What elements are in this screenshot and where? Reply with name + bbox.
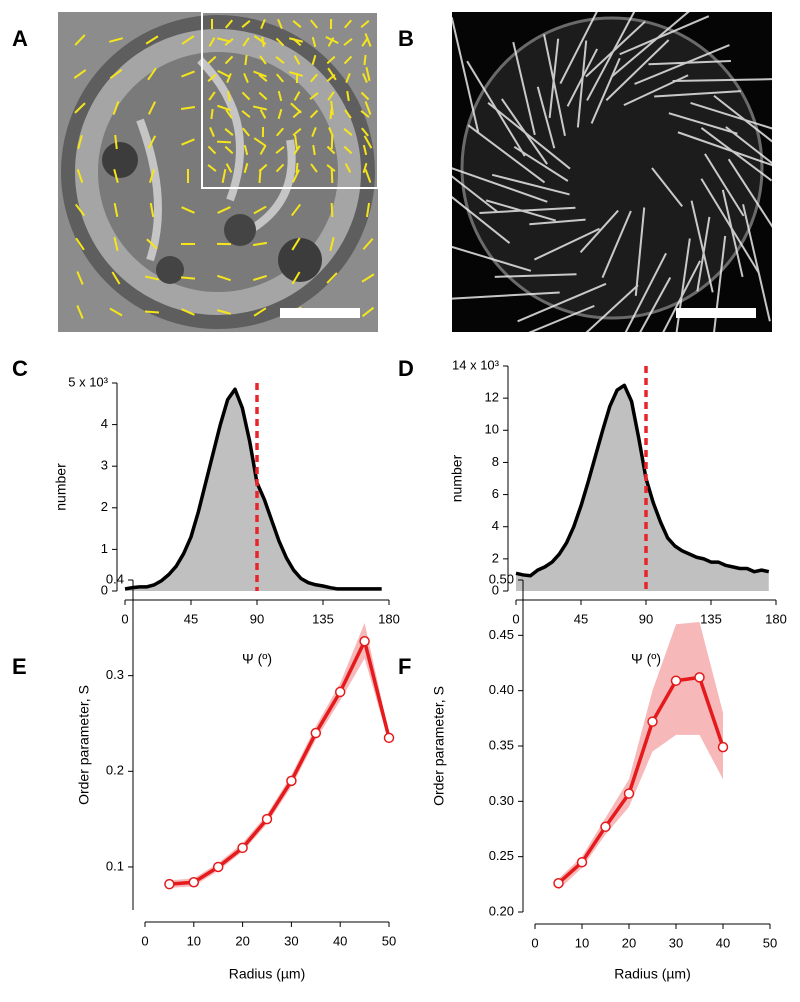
orientation-tick bbox=[181, 277, 195, 278]
data-point bbox=[287, 776, 296, 785]
data-point bbox=[165, 880, 174, 889]
x-tick-label: 0 bbox=[512, 611, 519, 626]
x-tick-label: 20 bbox=[622, 935, 636, 950]
data-point bbox=[578, 858, 587, 867]
x-tick-label: 40 bbox=[716, 935, 730, 950]
x-tick-label: 50 bbox=[763, 935, 777, 950]
data-point bbox=[672, 676, 681, 685]
orientation-tick bbox=[262, 37, 263, 47]
x-axis-label: Radius (µm) bbox=[614, 966, 691, 982]
panel-label: B bbox=[398, 26, 414, 51]
x-tick-label: 45 bbox=[574, 611, 588, 626]
histogram-area bbox=[125, 389, 382, 591]
data-point bbox=[385, 733, 394, 742]
orientation-tick bbox=[145, 311, 159, 312]
x-tick-label: 180 bbox=[765, 611, 787, 626]
data-point bbox=[336, 687, 345, 696]
orientation-tick bbox=[296, 163, 297, 173]
data-point bbox=[189, 878, 198, 887]
x-tick-label: 135 bbox=[700, 611, 722, 626]
x-tick-label: 10 bbox=[187, 933, 201, 948]
x-tick-label: 0 bbox=[531, 935, 538, 950]
y-tick-label: 4 bbox=[101, 416, 108, 431]
orientation-tick bbox=[245, 55, 246, 65]
orientation-tick bbox=[228, 91, 229, 101]
y-tick-label: 0.3 bbox=[106, 667, 124, 682]
panel-label: F bbox=[398, 654, 411, 679]
orientation-tick bbox=[332, 203, 333, 217]
panel-label: D bbox=[398, 356, 414, 381]
y-tick-label: 0.40 bbox=[489, 682, 514, 697]
orientation-tick bbox=[211, 109, 212, 119]
data-point bbox=[214, 862, 223, 871]
orientation-tick bbox=[217, 142, 231, 143]
x-tick-label: 45 bbox=[184, 611, 198, 626]
panel-label: A bbox=[12, 26, 28, 51]
y-tick-label: 0.45 bbox=[489, 627, 514, 642]
data-line bbox=[169, 641, 389, 884]
y-tick-label: 0.25 bbox=[489, 848, 514, 863]
x-tick-label: 90 bbox=[250, 611, 264, 626]
y-tick-label: 0.30 bbox=[489, 793, 514, 808]
data-point bbox=[554, 879, 563, 888]
y-tick-label: 4 bbox=[492, 518, 499, 533]
orientation-tick bbox=[330, 109, 331, 119]
data-point bbox=[311, 729, 320, 738]
orientation-tick bbox=[364, 55, 365, 65]
x-axis-label: Radius (µm) bbox=[229, 966, 306, 982]
y-axis-label: number bbox=[449, 454, 465, 502]
y-tick-label: 10 bbox=[485, 422, 499, 437]
x-tick-label: 30 bbox=[669, 935, 683, 950]
x-axis-label: Ψ (º) bbox=[242, 651, 272, 667]
y-tick-label: 0.1 bbox=[106, 858, 124, 873]
y-tick-label: 8 bbox=[492, 454, 499, 469]
y-tick-label: 3 bbox=[101, 458, 108, 473]
data-point bbox=[719, 743, 728, 752]
x-tick-label: 180 bbox=[378, 611, 400, 626]
y-tick-label: 0.20 bbox=[489, 903, 514, 918]
y-tick-label: 6 bbox=[492, 486, 499, 501]
y-tick-label: 0.35 bbox=[489, 737, 514, 752]
y-tick-label: 1 bbox=[101, 541, 108, 556]
data-point bbox=[695, 673, 704, 682]
data-point bbox=[263, 815, 272, 824]
y-axis-label: Order parameter, S bbox=[76, 685, 92, 805]
data-point bbox=[360, 637, 369, 646]
data-point bbox=[601, 822, 610, 831]
x-tick-label: 40 bbox=[333, 933, 347, 948]
data-point bbox=[648, 717, 657, 726]
y-axis-label: number bbox=[53, 463, 69, 511]
y-tick-label: 0.4 bbox=[106, 571, 124, 586]
micrograph-a bbox=[58, 12, 378, 332]
y-axis-label: Order parameter, S bbox=[431, 686, 447, 806]
micrograph-b bbox=[404, 0, 800, 388]
y-tick-label: 0.50 bbox=[489, 571, 514, 586]
data-point bbox=[238, 843, 247, 852]
x-tick-label: 30 bbox=[284, 933, 298, 948]
y-tick-label: 14 x 10³ bbox=[452, 357, 500, 372]
panel-label: E bbox=[12, 654, 27, 679]
x-axis-label: Ψ (º) bbox=[631, 651, 661, 667]
data-point bbox=[625, 789, 634, 798]
y-tick-label: 12 bbox=[485, 390, 499, 405]
x-tick-label: 50 bbox=[382, 933, 396, 948]
orientation-tick bbox=[332, 169, 333, 183]
x-tick-label: 0 bbox=[141, 933, 148, 948]
x-tick-label: 90 bbox=[639, 611, 653, 626]
x-tick-label: 20 bbox=[235, 933, 249, 948]
x-tick-label: 0 bbox=[121, 611, 128, 626]
panel-label: C bbox=[12, 356, 28, 381]
x-tick-label: 135 bbox=[312, 611, 334, 626]
y-tick-label: 0.2 bbox=[106, 763, 124, 778]
y-tick-label: 2 bbox=[492, 550, 499, 565]
x-tick-label: 10 bbox=[575, 935, 589, 950]
y-tick-label: 2 bbox=[101, 499, 108, 514]
y-tick-label: 5 x 10³ bbox=[68, 374, 108, 389]
